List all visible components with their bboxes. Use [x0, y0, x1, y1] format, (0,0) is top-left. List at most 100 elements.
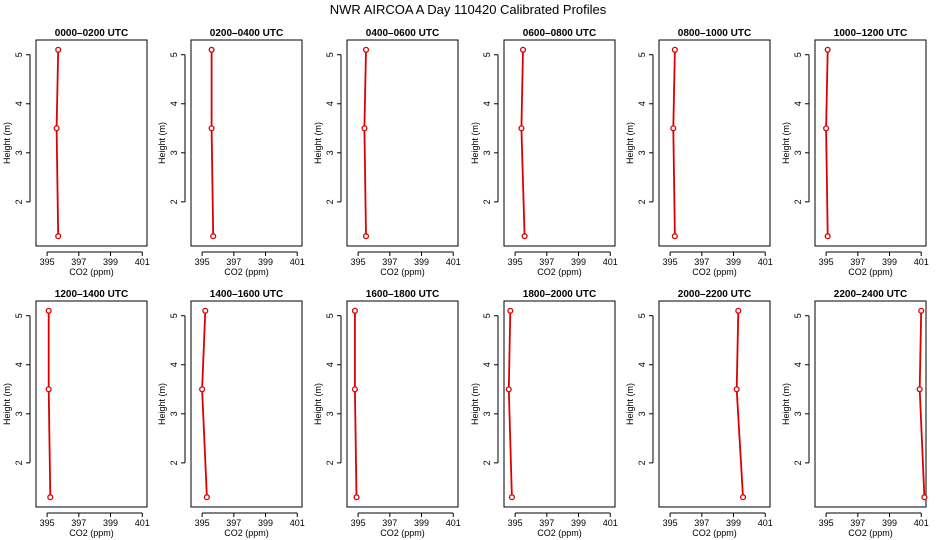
profile-line [672, 49, 676, 237]
data-point [202, 307, 209, 314]
y-tick-label: 4 [637, 362, 647, 367]
y-tick-label: 3 [169, 150, 179, 155]
x-tick-label: 399 [882, 257, 897, 267]
x-tick-label: 395 [40, 257, 55, 267]
x-tick-label: 401 [290, 257, 305, 267]
x-axis-label: CO2 (ppm) [380, 267, 425, 277]
panel-title: 2000–2200 UTC [678, 289, 751, 300]
x-tick-label: 397 [71, 518, 86, 528]
y-tick-label: 2 [637, 199, 647, 204]
data-point [208, 125, 215, 132]
y-tick-label: 4 [637, 101, 647, 106]
plot-frame [814, 39, 927, 247]
y-tick-label: 2 [325, 460, 335, 465]
plot-frame [346, 300, 459, 508]
y-tick-label: 4 [482, 101, 492, 106]
y-tick-label: 5 [482, 52, 492, 57]
y-axis-label: Height (m) [625, 383, 635, 425]
x-tick-label: 401 [758, 257, 773, 267]
data-point [55, 233, 62, 240]
y-tick-label: 4 [14, 362, 24, 367]
x-tick-label: 397 [382, 518, 397, 528]
data-point [918, 307, 925, 314]
y-axis-label: Height (m) [157, 122, 167, 164]
x-tick-label: 401 [135, 518, 150, 528]
x-tick-label: 397 [850, 257, 865, 267]
x-tick-label: 395 [351, 518, 366, 528]
x-tick-label: 399 [726, 518, 741, 528]
y-tick-label: 5 [169, 52, 179, 57]
x-tick-label: 399 [103, 257, 118, 267]
y-tick-label: 5 [637, 313, 647, 318]
y-tick-label: 5 [169, 313, 179, 318]
x-tick-label: 397 [539, 257, 554, 267]
y-tick-label: 3 [637, 150, 647, 155]
profile-line [353, 310, 358, 498]
x-tick-label: 397 [539, 518, 554, 528]
y-tick-label: 2 [169, 199, 179, 204]
y-tick-label: 3 [169, 411, 179, 416]
panel-title: 1000–1200 UTC [834, 28, 907, 39]
panel: 0800–1000 UTC 395 397 399 401 CO2 (ppm) 2 3 4 5 He… [625, 28, 773, 277]
x-tick-label: 397 [382, 257, 397, 267]
x-axis-label: CO2 (ppm) [692, 528, 737, 538]
plot-frame [658, 39, 771, 247]
data-point [823, 125, 830, 132]
data-point [45, 307, 52, 314]
plot-frame [503, 300, 616, 508]
x-tick-label: 395 [508, 518, 523, 528]
y-tick-label: 4 [169, 362, 179, 367]
x-tick-label: 401 [446, 257, 461, 267]
data-point [916, 386, 923, 393]
x-tick-label: 399 [414, 518, 429, 528]
x-axis-label: CO2 (ppm) [224, 267, 269, 277]
panel-title: 0600–0800 UTC [523, 28, 596, 39]
x-axis-label: CO2 (ppm) [380, 528, 425, 538]
x-tick-label: 397 [71, 257, 86, 267]
x-axis-label: CO2 (ppm) [692, 267, 737, 277]
x-tick-label: 395 [663, 257, 678, 267]
x-tick-label: 397 [850, 518, 865, 528]
y-axis-label: Height (m) [2, 383, 12, 425]
panel-title: 0400–0600 UTC [366, 28, 439, 39]
panel-title: 1800–2000 UTC [523, 289, 596, 300]
x-tick-label: 395 [195, 518, 210, 528]
x-axis-label: CO2 (ppm) [224, 528, 269, 538]
panel-title: 1600–1800 UTC [366, 289, 439, 300]
y-tick-label: 4 [482, 362, 492, 367]
y-tick-label: 5 [14, 313, 24, 318]
y-tick-label: 2 [793, 460, 803, 465]
x-tick-label: 397 [226, 257, 241, 267]
x-tick-label: 395 [508, 257, 523, 267]
y-tick-label: 2 [482, 460, 492, 465]
x-tick-label: 401 [290, 518, 305, 528]
y-tick-label: 4 [169, 101, 179, 106]
x-axis-label: CO2 (ppm) [537, 528, 582, 538]
data-point [518, 125, 525, 132]
profile-line [55, 49, 60, 237]
y-tick-label: 4 [325, 362, 335, 367]
y-tick-label: 5 [637, 52, 647, 57]
y-tick-label: 5 [325, 313, 335, 318]
profile-line [210, 49, 215, 237]
plot-frame [35, 39, 148, 247]
y-tick-label: 5 [793, 313, 803, 318]
plot-frame [35, 300, 148, 508]
x-axis-label: CO2 (ppm) [848, 528, 893, 538]
data-point [670, 125, 677, 132]
y-axis-label: Height (m) [625, 122, 635, 164]
y-tick-label: 3 [793, 411, 803, 416]
x-tick-label: 395 [195, 257, 210, 267]
plot-frame [190, 300, 303, 508]
y-tick-label: 3 [14, 411, 24, 416]
y-tick-label: 3 [482, 411, 492, 416]
y-tick-label: 5 [325, 52, 335, 57]
y-tick-label: 4 [793, 362, 803, 367]
y-tick-label: 2 [637, 460, 647, 465]
y-tick-label: 4 [793, 101, 803, 106]
panel-title: 1200–1400 UTC [55, 289, 128, 300]
y-axis-label: Height (m) [313, 383, 323, 425]
plot-frame [190, 39, 303, 247]
x-tick-label: 399 [571, 257, 586, 267]
